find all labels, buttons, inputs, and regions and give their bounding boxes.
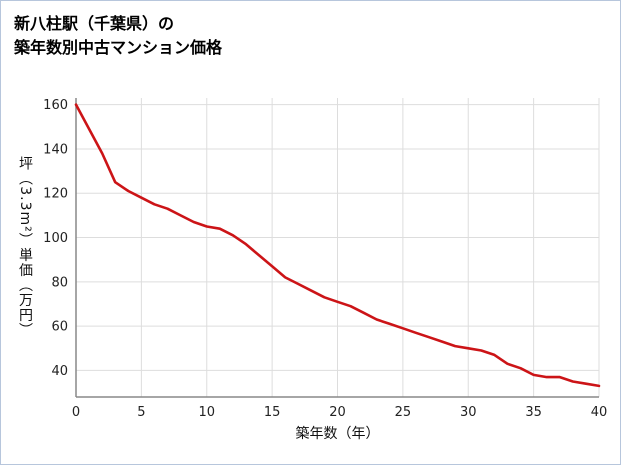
y-tick-label: 60 xyxy=(51,320,68,335)
x-tick-label: 30 xyxy=(460,405,477,420)
x-tick-label: 25 xyxy=(395,405,412,420)
y-axis-label: 坪（3.3m²）単価（万円） xyxy=(17,156,33,338)
y-tick-label: 120 xyxy=(43,187,68,202)
y-tick-label: 100 xyxy=(43,231,68,246)
chart-title-line-2: 築年数別中古マンション価格 xyxy=(14,38,223,57)
x-tick-label: 40 xyxy=(591,405,608,420)
chart-title-line-1: 新八柱駅（千葉県）の xyxy=(14,14,175,33)
y-tick-label: 40 xyxy=(51,364,68,379)
y-tick-label: 140 xyxy=(43,142,68,157)
chart-title: 新八柱駅（千葉県）の 築年数別中古マンション価格 xyxy=(14,12,222,60)
x-axis-label: 築年数（年） xyxy=(295,426,380,442)
x-tick-label: 10 xyxy=(198,405,215,420)
price-line xyxy=(74,103,601,388)
x-tick-label: 15 xyxy=(264,405,281,420)
x-tick-label: 35 xyxy=(525,405,542,420)
y-tick-label: 80 xyxy=(51,275,68,290)
x-tick-label: 20 xyxy=(329,405,346,420)
x-tick-label: 0 xyxy=(72,405,80,420)
x-tick-label: 5 xyxy=(137,405,145,420)
y-tick-label: 160 xyxy=(43,98,68,113)
